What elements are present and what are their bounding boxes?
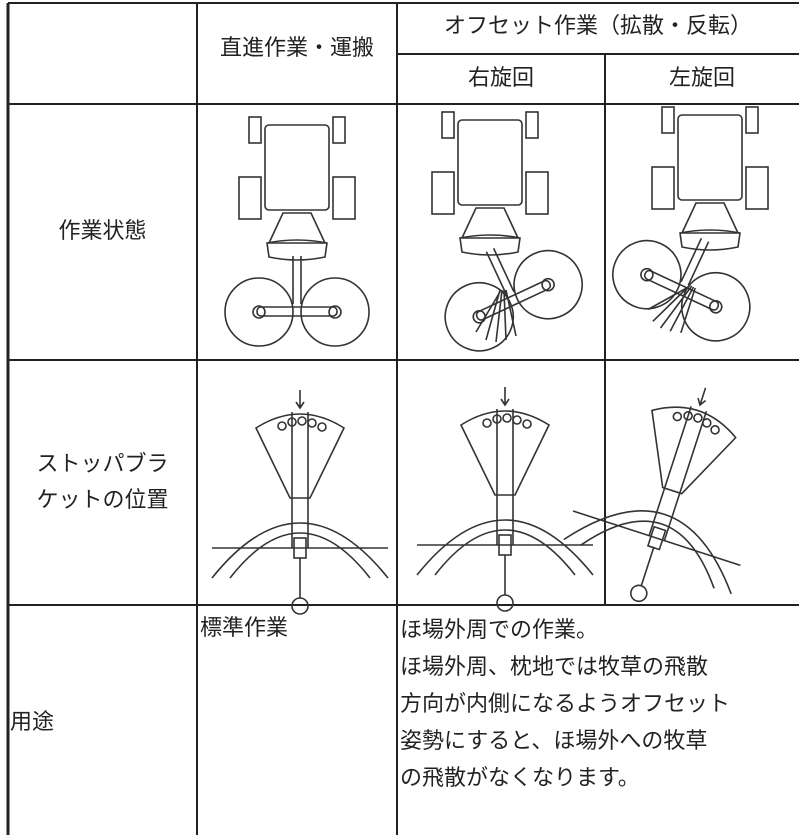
tractor-left-turn <box>600 106 772 353</box>
tractor-straight <box>224 116 370 347</box>
grid <box>6 2 799 835</box>
usage-standard: 標準作業 <box>200 616 289 641</box>
row-label: 用途 <box>10 710 55 735</box>
row-label: 作業状態 <box>58 219 147 244</box>
header-offset: オフセット作業（拡散・反転） <box>443 14 752 39</box>
header-left: 左旋回 <box>668 66 735 91</box>
usage-line: 姿勢にすると、ほ場外への牧草 <box>400 729 708 754</box>
bracket-left <box>551 359 791 629</box>
tractor-right-turn <box>423 111 595 363</box>
header-right: 右旋回 <box>467 66 534 91</box>
row-label: ケットの位置 <box>36 488 169 513</box>
usage-offset: ほ場外周での作業。ほ場外周、枕地では牧草の飛散 方向が内側になるようオフセット 姿勢… <box>400 612 730 797</box>
usage-line: 方向が内側になるようオフセット <box>400 692 731 717</box>
bracket-right <box>416 386 594 612</box>
row-label: ストッパブラ <box>36 452 169 477</box>
usage-line: ほ場外周、枕地では牧草の飛散 <box>400 655 709 680</box>
bracket-straight <box>211 389 389 615</box>
usage-line: ほ場外周での作業。 <box>400 618 599 643</box>
header-straight: 直進作業・運搬 <box>219 36 374 61</box>
usage-line: の飛散がなくなります。 <box>400 766 640 791</box>
